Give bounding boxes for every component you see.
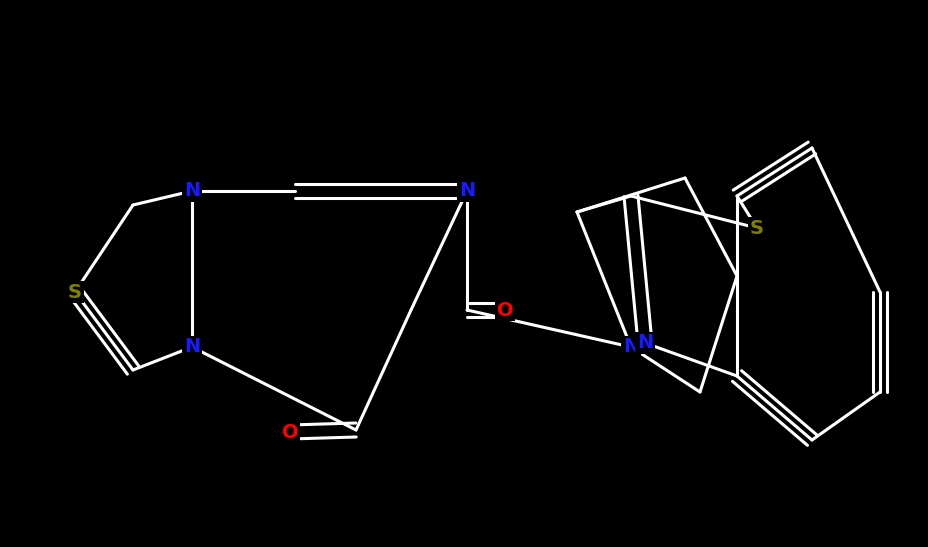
Text: N: N: [458, 182, 474, 201]
Text: S: S: [68, 282, 82, 301]
Text: S: S: [749, 218, 763, 237]
Text: N: N: [637, 334, 652, 352]
Text: O: O: [496, 300, 513, 319]
Text: N: N: [622, 337, 638, 357]
Text: O: O: [281, 422, 298, 441]
Text: N: N: [184, 182, 200, 201]
Text: N: N: [184, 337, 200, 357]
